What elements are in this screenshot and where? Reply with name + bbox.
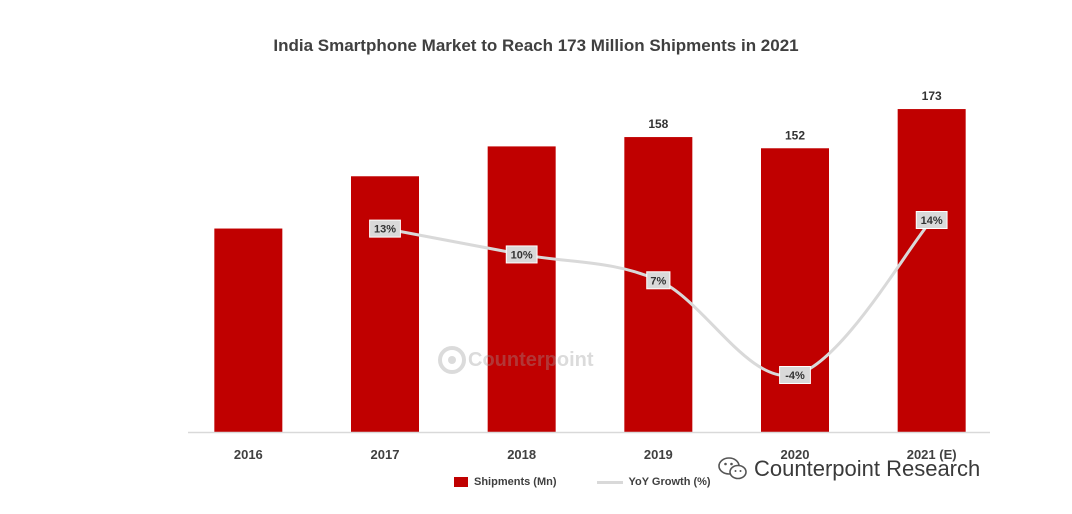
growth-point: 7%: [646, 271, 671, 290]
growth-label: 10%: [511, 249, 533, 261]
legend: Shipments (Mn) YoY Growth (%): [454, 476, 751, 488]
x-tick-label: 2018: [507, 447, 536, 462]
bar-2016: [214, 228, 283, 432]
bar-2020: [761, 148, 829, 432]
brand-mark: Counterpoint Research: [718, 456, 980, 482]
x-tick-label: 2019: [644, 447, 673, 462]
growth-point: -4%: [779, 366, 811, 384]
bar-value-label: 173: [922, 89, 942, 103]
bar-value-label: 152: [785, 128, 805, 142]
growth-label-box: [369, 219, 401, 238]
growth-label-box: [779, 366, 811, 384]
legend-item-shipments: Shipments (Mn): [454, 476, 557, 488]
legend-bar-swatch: [454, 477, 468, 487]
growth-line: [384, 219, 933, 378]
growth-point: 10%: [505, 245, 538, 264]
growth-point: 14%: [915, 211, 948, 229]
counterpoint-logo-icon: [438, 346, 466, 374]
legend-line-swatch: [596, 480, 623, 484]
bar-2021-e: [897, 109, 966, 433]
bar-value-label: 158: [648, 117, 668, 131]
legend-item-growth: YoY Growth (%): [596, 476, 711, 488]
x-tick-label: 2021 (E): [907, 447, 957, 462]
watermark: Counterpoint: [436, 344, 594, 376]
bar-2018: [487, 146, 556, 432]
growth-label: 14%: [921, 215, 943, 227]
x-tick-label: 2017: [371, 447, 400, 462]
growth-label: 13%: [374, 224, 396, 236]
x-tick-label: 2020: [781, 447, 810, 462]
growth-point: 13%: [369, 219, 401, 238]
chart-title: India Smartphone Market to Reach 173 Mil…: [273, 36, 799, 55]
x-tick-label: 2016: [234, 447, 263, 462]
growth-label-box: [505, 245, 538, 264]
legend-label-growth: YoY Growth (%): [628, 476, 711, 488]
wechat-icon: [718, 457, 747, 480]
legend-label-shipments: Shipments (Mn): [474, 476, 557, 488]
brand-text: Counterpoint Research: [754, 456, 981, 481]
watermark-text: Counterpoint: [468, 348, 594, 371]
bar-2017: [351, 176, 419, 432]
growth-label: -4%: [785, 370, 805, 382]
growth-label: 7%: [650, 275, 666, 287]
growth-label-box: [646, 271, 671, 290]
growth-label-box: [915, 211, 948, 229]
